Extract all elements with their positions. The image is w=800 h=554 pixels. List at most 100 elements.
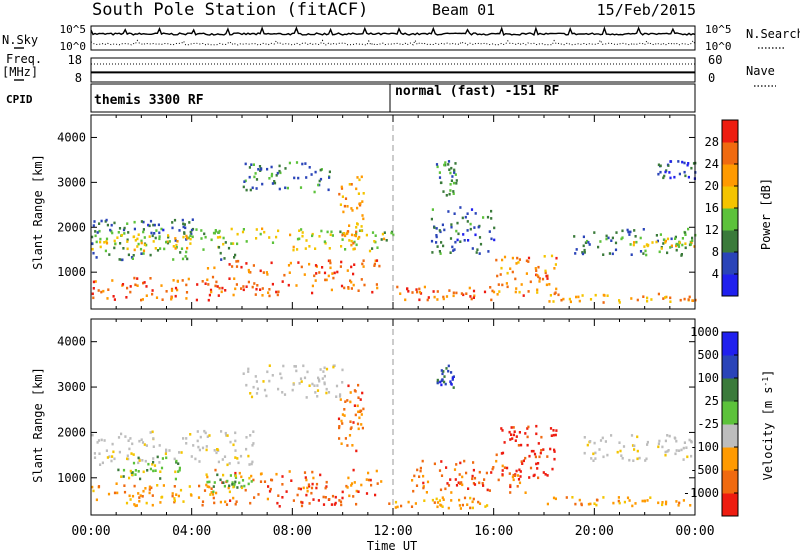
range-cell	[355, 243, 358, 247]
range-cell	[99, 463, 102, 466]
range-cell	[152, 445, 155, 448]
range-cell	[324, 242, 327, 245]
range-cell	[300, 380, 303, 383]
range-cell	[240, 486, 244, 490]
range-cell	[607, 236, 610, 240]
range-cell	[313, 274, 316, 278]
range-cell	[664, 241, 667, 244]
range-cell	[660, 247, 663, 250]
range-cell	[215, 451, 218, 455]
range-cell	[592, 459, 595, 462]
range-cell	[181, 279, 184, 282]
range-cell	[496, 274, 499, 278]
range-cell	[174, 286, 178, 290]
range-cell	[291, 388, 294, 392]
range-cell	[427, 296, 430, 299]
range-cell	[311, 284, 314, 288]
range-cell	[122, 468, 126, 472]
range-cell	[128, 476, 131, 480]
range-cell	[278, 164, 281, 168]
power-colorbar-tick-label: 16	[705, 201, 719, 215]
range-cell	[228, 484, 231, 488]
range-cell	[234, 480, 237, 484]
range-cell	[357, 396, 360, 399]
range-cell	[250, 474, 253, 478]
range-cell	[292, 383, 295, 386]
range-cell	[129, 469, 132, 473]
range-cell	[682, 446, 685, 450]
range-cell	[168, 240, 171, 243]
range-cell	[691, 239, 694, 242]
range-cell	[538, 277, 541, 280]
range-cell	[546, 502, 549, 506]
range-cell	[352, 241, 355, 245]
range-cell	[251, 285, 254, 289]
range-cell	[325, 367, 329, 371]
range-cell	[145, 285, 148, 288]
range-cell	[204, 235, 207, 239]
range-cell	[133, 484, 136, 488]
range-cell	[602, 496, 605, 499]
range-cell	[375, 469, 378, 473]
range-cell	[281, 391, 284, 394]
range-cell	[268, 364, 271, 367]
range-cell	[527, 425, 530, 429]
range-cell	[440, 460, 443, 463]
range-cell	[509, 438, 512, 441]
range-cell	[219, 251, 222, 255]
range-cell	[275, 472, 278, 476]
range-cell	[308, 384, 311, 387]
range-cell	[271, 182, 274, 185]
range-cell	[205, 473, 208, 476]
range-cell	[490, 217, 493, 220]
range-cell	[251, 460, 254, 464]
range-cell	[365, 478, 368, 481]
noise-right-tick-top: 10^5	[705, 23, 732, 36]
range-cell	[376, 246, 379, 249]
range-cell	[200, 237, 203, 240]
range-cell	[392, 233, 395, 237]
range-cell	[439, 252, 442, 255]
range-cell	[621, 229, 624, 233]
range-cell	[229, 440, 232, 444]
range-cell	[449, 189, 452, 192]
range-cell	[158, 461, 161, 464]
range-cell	[678, 172, 681, 176]
range-cell	[250, 395, 254, 399]
range-cell	[150, 231, 153, 235]
range-cell	[168, 449, 171, 452]
range-cell	[359, 398, 362, 401]
range-cell	[252, 478, 255, 482]
range-cell	[450, 225, 453, 229]
range-cell	[111, 279, 114, 282]
range-cell	[297, 487, 300, 490]
range-cell	[536, 291, 539, 294]
range-cell	[134, 239, 137, 242]
range-cell	[259, 288, 262, 291]
range-cell	[453, 468, 457, 471]
range-cell	[224, 241, 227, 244]
range-cell	[362, 407, 365, 411]
range-cell	[122, 247, 125, 250]
range-cell	[140, 220, 143, 223]
range-cell	[256, 284, 259, 287]
range-cell	[646, 499, 649, 502]
range-cell	[331, 272, 334, 275]
range-cell	[363, 283, 366, 287]
range-cell	[123, 490, 127, 494]
range-cell	[198, 460, 201, 463]
range-cell	[663, 238, 666, 241]
range-cell	[316, 384, 319, 387]
range-cell	[423, 499, 426, 502]
range-cell	[438, 250, 441, 253]
range-cell	[341, 490, 344, 494]
range-cell	[148, 488, 151, 491]
range-cell	[339, 203, 342, 206]
range-cell	[430, 239, 434, 243]
power-colorbar-tick-label: 8	[712, 245, 719, 259]
range-cell	[549, 427, 553, 430]
range-cell	[192, 444, 195, 447]
range-cell	[353, 481, 356, 484]
range-cell	[223, 455, 227, 458]
range-cell	[102, 289, 105, 293]
